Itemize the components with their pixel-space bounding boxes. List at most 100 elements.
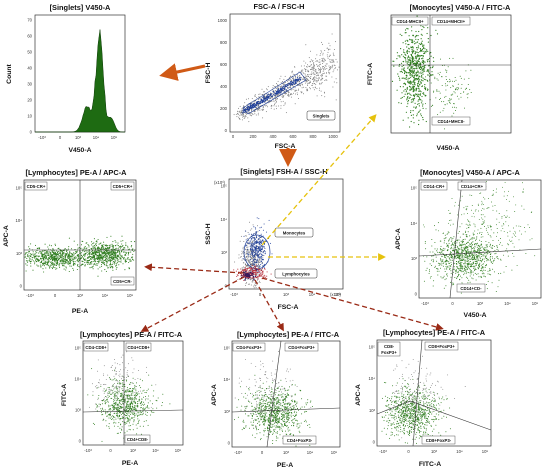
tick-label: 10³ bbox=[77, 293, 84, 298]
event-dot bbox=[239, 240, 241, 242]
event-dot bbox=[252, 240, 254, 242]
event-dot bbox=[71, 256, 74, 258]
tick-label: 600 bbox=[220, 62, 228, 67]
event-dot bbox=[116, 258, 119, 260]
event-dot bbox=[76, 252, 78, 254]
event-dot bbox=[318, 75, 320, 77]
event-dot bbox=[40, 265, 42, 267]
event-dot bbox=[104, 269, 106, 271]
event-dot bbox=[314, 78, 316, 80]
event-dot bbox=[323, 91, 325, 93]
event-dot bbox=[33, 253, 35, 255]
event-dot bbox=[258, 96, 260, 98]
event-dot bbox=[490, 256, 491, 257]
event-dot bbox=[430, 82, 432, 84]
event-dot bbox=[55, 250, 58, 252]
event-dot bbox=[321, 41, 322, 43]
event-dot bbox=[249, 259, 251, 260]
event-dot bbox=[487, 246, 488, 248]
event-dot bbox=[98, 255, 100, 257]
event-dot bbox=[417, 35, 419, 37]
event-dot bbox=[246, 109, 248, 111]
event-dot bbox=[249, 254, 251, 256]
event-dot bbox=[81, 256, 84, 258]
event-dot bbox=[258, 93, 260, 95]
event-dot bbox=[465, 263, 467, 265]
event-dot bbox=[423, 70, 426, 72]
event-dot bbox=[29, 258, 31, 260]
event-dot bbox=[306, 83, 308, 85]
event-dot bbox=[328, 70, 330, 72]
event-dot bbox=[417, 60, 419, 62]
event-dot bbox=[460, 77, 462, 79]
event-dot bbox=[426, 267, 428, 269]
event-dot bbox=[419, 81, 421, 83]
event-dot bbox=[300, 77, 302, 79]
event-dot bbox=[431, 74, 433, 76]
event-dot bbox=[246, 260, 248, 262]
event-dot bbox=[330, 67, 332, 69]
event-dot bbox=[71, 254, 73, 256]
event-dot bbox=[255, 241, 257, 243]
tick-label: 10⁴ bbox=[102, 293, 109, 298]
event-dot bbox=[308, 80, 310, 81]
event-dot bbox=[115, 265, 117, 267]
event-dot bbox=[86, 247, 88, 249]
event-dot bbox=[458, 88, 460, 90]
event-dot bbox=[442, 259, 444, 261]
event-dot bbox=[289, 77, 291, 78]
event-dot bbox=[436, 250, 438, 252]
event-dot bbox=[125, 254, 127, 256]
event-dot bbox=[51, 255, 53, 257]
event-dot bbox=[272, 93, 274, 95]
event-dot bbox=[290, 79, 292, 81]
event-dot bbox=[65, 269, 67, 271]
event-dot bbox=[444, 104, 446, 106]
event-dot bbox=[446, 267, 448, 269]
event-dot bbox=[432, 285, 434, 287]
event-dot bbox=[254, 247, 256, 249]
event-dot bbox=[93, 260, 95, 263]
event-dot bbox=[310, 74, 312, 76]
tick-label: 40 bbox=[27, 66, 32, 71]
event-dot bbox=[290, 83, 292, 86]
event-dot bbox=[94, 243, 97, 245]
event-dot bbox=[459, 260, 461, 261]
event-dot bbox=[421, 61, 423, 63]
event-dot bbox=[238, 107, 239, 109]
event-dot bbox=[36, 257, 38, 260]
event-dot bbox=[297, 81, 299, 83]
event-dot bbox=[410, 81, 412, 83]
event-dot bbox=[436, 270, 438, 272]
event-dot bbox=[267, 86, 269, 88]
event-dot bbox=[260, 247, 262, 249]
event-dot bbox=[91, 261, 93, 263]
event-dot bbox=[247, 248, 248, 250]
event-dot bbox=[91, 263, 93, 265]
event-dot bbox=[112, 261, 114, 263]
event-dot bbox=[460, 87, 462, 89]
event-dot bbox=[405, 59, 407, 61]
event-dot bbox=[26, 255, 28, 257]
event-dot bbox=[405, 76, 407, 78]
event-dot bbox=[121, 254, 123, 256]
event-dot bbox=[297, 78, 299, 80]
event-dot bbox=[248, 121, 250, 123]
event-dot bbox=[325, 59, 326, 61]
event-dot bbox=[92, 247, 94, 249]
event-dot bbox=[279, 99, 281, 101]
event-dot bbox=[246, 282, 248, 284]
event-dot bbox=[311, 83, 313, 84]
event-dot bbox=[116, 244, 118, 246]
event-dot bbox=[41, 254, 43, 256]
event-dot bbox=[35, 255, 37, 257]
event-dot bbox=[459, 75, 461, 77]
event-dot bbox=[266, 88, 267, 90]
event-dot bbox=[276, 93, 278, 95]
event-dot bbox=[267, 94, 269, 96]
event-dot bbox=[468, 256, 470, 258]
event-dot bbox=[52, 264, 54, 266]
event-dot bbox=[410, 110, 412, 112]
event-dot bbox=[477, 242, 478, 244]
